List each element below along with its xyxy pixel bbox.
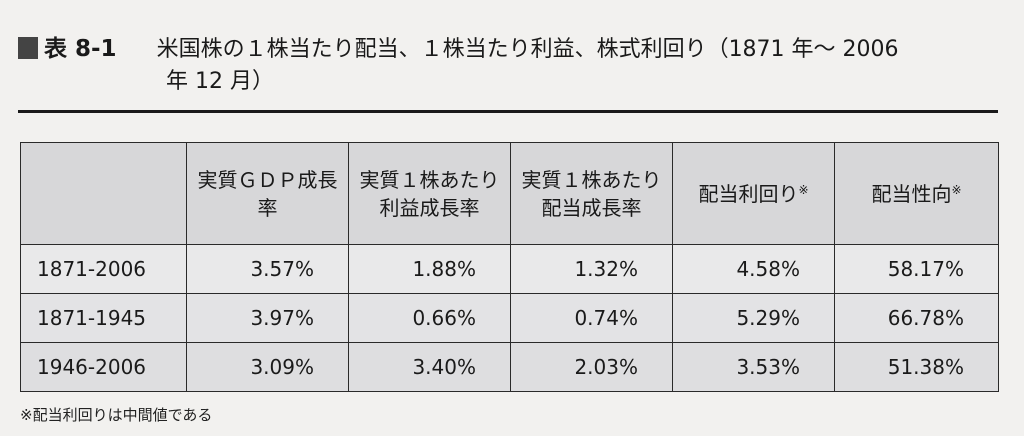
- table-header-row: 実質ＧＤＰ成長率 実質１株あたり利益成長率 実質１株あたり配当成長率 配当利回り…: [20, 142, 999, 245]
- header-cell-eps-growth: 実質１株あたり利益成長率: [348, 142, 511, 245]
- header-cell-period: [20, 142, 187, 245]
- table-cell: 5.29%: [672, 293, 835, 343]
- table-cell: 3.97%: [186, 293, 349, 343]
- period-cell: 1871-2006: [20, 244, 187, 294]
- table-cell: 58.17%: [834, 244, 999, 294]
- period-cell: 1946-2006: [20, 342, 187, 392]
- table-cell: 1.32%: [510, 244, 673, 294]
- table-cell: 4.58%: [672, 244, 835, 294]
- table-row: 1946-2006 3.09% 3.40% 2.03% 3.53% 51.38%: [20, 342, 999, 392]
- table-cell: 2.03%: [510, 342, 673, 392]
- table-cell: 66.78%: [834, 293, 999, 343]
- table-title: 表 8-1 米国株の１株当たり配当、１株当たり利益、株式利回り（1871 年〜 …: [18, 32, 1008, 97]
- note-mark: ※: [798, 182, 809, 197]
- table-row: 1871-1945 3.97% 0.66% 0.74% 5.29% 66.78%: [20, 293, 999, 343]
- title-text-continued: 年 12 月）: [166, 69, 274, 94]
- table-cell: 3.09%: [186, 342, 349, 392]
- title-rule: [18, 110, 998, 113]
- table-cell: 0.74%: [510, 293, 673, 343]
- table-cell: 3.53%: [672, 342, 835, 392]
- table-cell: 51.38%: [834, 342, 999, 392]
- table-cell: 0.66%: [348, 293, 511, 343]
- header-cell-dividend-yield: 配当利回り※: [672, 142, 835, 245]
- table-cell: 3.57%: [186, 244, 349, 294]
- header-cell-dps-growth: 実質１株あたり配当成長率: [510, 142, 673, 245]
- table-row: 1871-2006 3.57% 1.88% 1.32% 4.58% 58.17%: [20, 244, 999, 294]
- header-cell-gdp-growth: 実質ＧＤＰ成長率: [186, 142, 349, 245]
- footnote: ※配当利回りは中間値である: [20, 406, 213, 424]
- table-number: 表 8-1: [44, 36, 117, 62]
- header-cell-payout-ratio: 配当性向※: [834, 142, 999, 245]
- title-marker-square: [18, 37, 38, 59]
- data-table: 実質ＧＤＰ成長率 実質１株あたり利益成長率 実質１株あたり配当成長率 配当利回り…: [20, 142, 999, 392]
- title-text: 米国株の１株当たり配当、１株当たり利益、株式利回り（1871 年〜 2006: [156, 37, 899, 62]
- note-mark: ※: [951, 182, 962, 197]
- table-cell: 3.40%: [348, 342, 511, 392]
- period-cell: 1871-1945: [20, 293, 187, 343]
- table-cell: 1.88%: [348, 244, 511, 294]
